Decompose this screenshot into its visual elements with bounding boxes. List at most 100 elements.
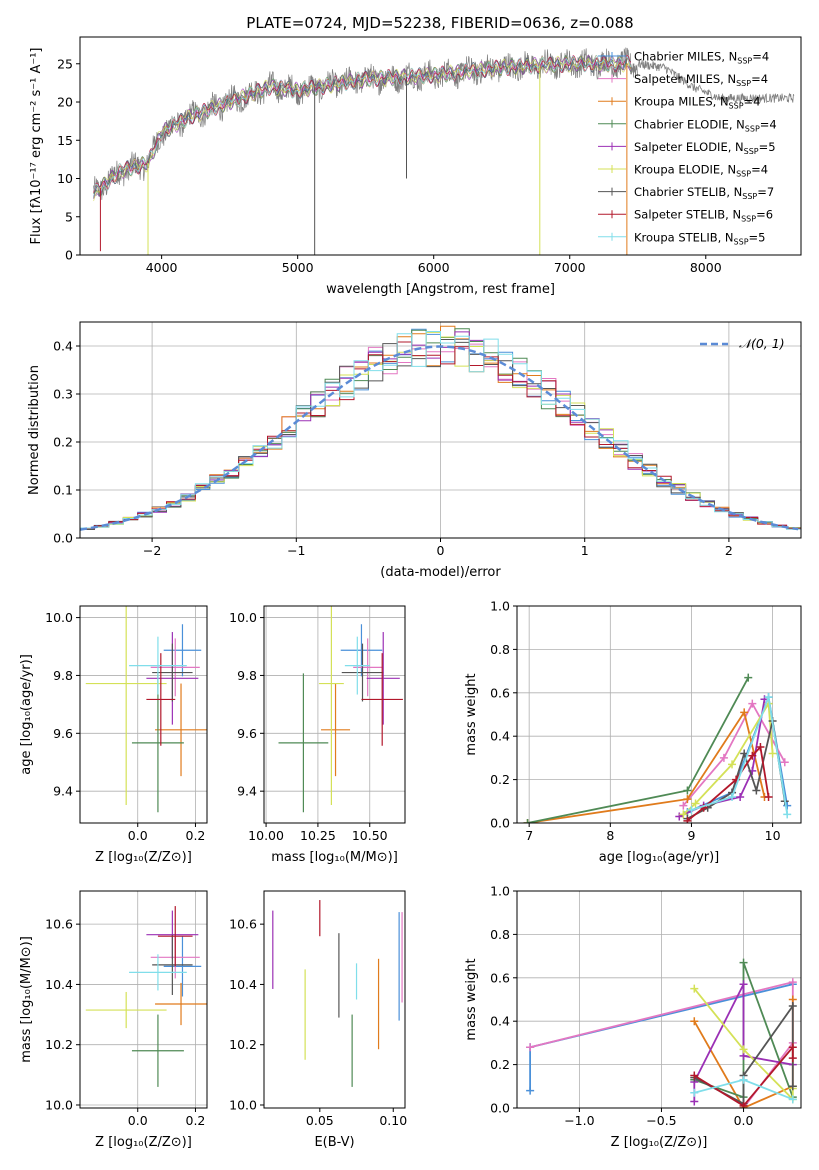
- y-tick-label: 10: [57, 171, 73, 186]
- plot-area: [272, 900, 403, 1087]
- plot-area: [278, 606, 403, 813]
- spectrum-tail: [637, 59, 795, 105]
- y-tick-label: 9.4: [53, 784, 73, 799]
- errorbar-point: [152, 934, 193, 995]
- legend-label: Kroupa MILES, NSSP=4: [634, 95, 760, 111]
- x-tick-label: 0.2: [186, 828, 206, 843]
- errorbar-point: [341, 643, 384, 702]
- weight-marker: [788, 1054, 797, 1063]
- plot-weight-vs-Z: −1.0 −0.5 0.0 0.0 0.2 0.4 0.6 0.8 1.0 Z [log₁₀(Z/…: [464, 884, 802, 1150]
- y-tick-label: 9.6: [53, 726, 73, 741]
- y-tick-label: 0.2: [490, 772, 510, 787]
- y-tick-label: 10.0: [45, 610, 73, 625]
- y-tick-label: 0.0: [490, 816, 510, 831]
- weight-marker: [690, 1071, 699, 1080]
- axes-frame: [516, 890, 802, 1109]
- axes-frame: [263, 890, 406, 1109]
- x-tick-label: 10.00: [248, 828, 284, 843]
- weight-marker: [690, 1097, 699, 1106]
- model-spectrum-chabrier-stelib: [93, 55, 631, 199]
- x-tick-label: 2: [725, 543, 733, 558]
- errorbar-point: [150, 638, 200, 697]
- errorbar-point: [163, 936, 202, 997]
- model-spectrum-kroupa-stelib: [93, 55, 632, 192]
- weight-line: [682, 701, 786, 807]
- x-tick-label: 8: [606, 828, 614, 843]
- errorbar-point: [361, 653, 403, 746]
- y-axis-label: age [log₁₀(age/yr)]: [19, 654, 34, 775]
- weight-marker: [683, 816, 692, 823]
- y-tick-label: 20: [57, 95, 73, 110]
- weight-marker: [675, 812, 684, 821]
- y-tick-label: 0.8: [490, 927, 510, 942]
- weight-marker: [690, 1017, 699, 1026]
- x-tick-label: 8000: [690, 260, 722, 275]
- y-axis-label: mass weight: [464, 673, 479, 755]
- y-tick-label: 5: [65, 209, 73, 224]
- weight-marker: [740, 749, 749, 758]
- y-tick-label: 10.2: [229, 1037, 257, 1052]
- weight-marker: [728, 760, 737, 769]
- x-tick-label: 5000: [282, 260, 314, 275]
- x-tick-label: 10.50: [352, 828, 388, 843]
- plot-age-vs-Z: 0.0 0.2 9.4 9.6 9.8 10.0 Z [log₁₀(Z/Z⊙)] age [l…: [19, 605, 208, 865]
- y-tick-label: 0.0: [490, 1101, 510, 1116]
- y-tick-label: 0.2: [53, 435, 73, 450]
- x-tick-label: 7: [525, 828, 533, 843]
- y-tick-label: 25: [57, 56, 73, 71]
- errorbar-point: [278, 673, 329, 813]
- plot-weight-vs-age: 7 8 9 10 0.0 0.2 0.4 0.6 0.8 1.0 age [log₁₀(age/yr…: [464, 599, 802, 865]
- y-tick-label: 9.8: [237, 668, 257, 683]
- x-tick-label: −1.0: [564, 1113, 594, 1128]
- y-tick-label: 0.4: [53, 339, 73, 354]
- x-tick-label: −1: [287, 543, 305, 558]
- x-axis-label: E(B-V): [314, 1135, 354, 1150]
- axes-frame: [79, 890, 208, 1109]
- x-tick-label: 7000: [554, 260, 586, 275]
- x-tick-label: 6000: [418, 260, 450, 275]
- legend-item: Kroupa ELODIE, NSSP=4: [598, 163, 768, 179]
- weight-marker: [748, 699, 757, 708]
- weight-marker: [764, 792, 773, 801]
- x-tick-label: 0.05: [306, 1113, 334, 1128]
- x-axis-label: Z [log₁₀(Z/Z⊙)]: [95, 850, 192, 865]
- weight-marker: [768, 749, 777, 758]
- plot-residuals: −2 −1 0 1 2 0.0 0.1 0.2 0.3 0.4 (data-model)/error…: [27, 321, 802, 580]
- weight-marker: [780, 758, 789, 767]
- weight-marker: [683, 786, 692, 795]
- weight-marker: [679, 801, 688, 810]
- weight-line: [693, 1044, 794, 1107]
- y-tick-label: 0.3: [53, 387, 73, 402]
- errorbar-point: [129, 636, 187, 695]
- errorbar-point: [85, 991, 167, 1029]
- errorbar-point: [152, 643, 193, 702]
- legend-label: 𝒩(0, 1): [739, 336, 785, 351]
- legend-item: Chabrier MILES, NSSP=4: [598, 50, 769, 66]
- y-tick-label: 0.1: [53, 483, 73, 498]
- x-tick-label: −0.5: [646, 1113, 676, 1128]
- weight-marker: [728, 792, 737, 801]
- y-tick-label: 10.0: [45, 1097, 73, 1112]
- weight-marker: [739, 1075, 748, 1084]
- plot-spectrum: 4000 5000 6000 7000 8000 0 5 10 15 20 25 wavelength…: [29, 36, 802, 297]
- errorbar-point: [366, 632, 400, 725]
- legend-label: Kroupa STELIB, NSSP=5: [634, 230, 765, 246]
- weight-marker: [690, 1088, 699, 1097]
- weight-marker: [744, 673, 753, 682]
- legend-item: Salpeter MILES, NSSP=4: [598, 72, 768, 88]
- x-tick-label: 1: [581, 543, 589, 558]
- weight-marker: [748, 751, 757, 760]
- legend-label: Chabrier STELIB, NSSP=7: [634, 185, 774, 201]
- y-tick-label: 0.8: [490, 642, 510, 657]
- plot-area: [523, 673, 792, 823]
- x-tick-label: 0: [437, 543, 445, 558]
- weight-marker: [788, 1043, 797, 1052]
- x-tick-label: −2: [143, 543, 161, 558]
- legend-item: Chabrier ELODIE, NSSP=4: [598, 117, 777, 133]
- legend-item: Kroupa STELIB, NSSP=5: [598, 230, 765, 246]
- errorbar-point: [85, 606, 167, 806]
- x-axis-label: mass [log₁₀(M/M⊙)]: [271, 850, 398, 865]
- x-tick-label: 4000: [146, 260, 178, 275]
- weight-marker: [719, 753, 728, 762]
- y-tick-label: 1.0: [490, 884, 510, 899]
